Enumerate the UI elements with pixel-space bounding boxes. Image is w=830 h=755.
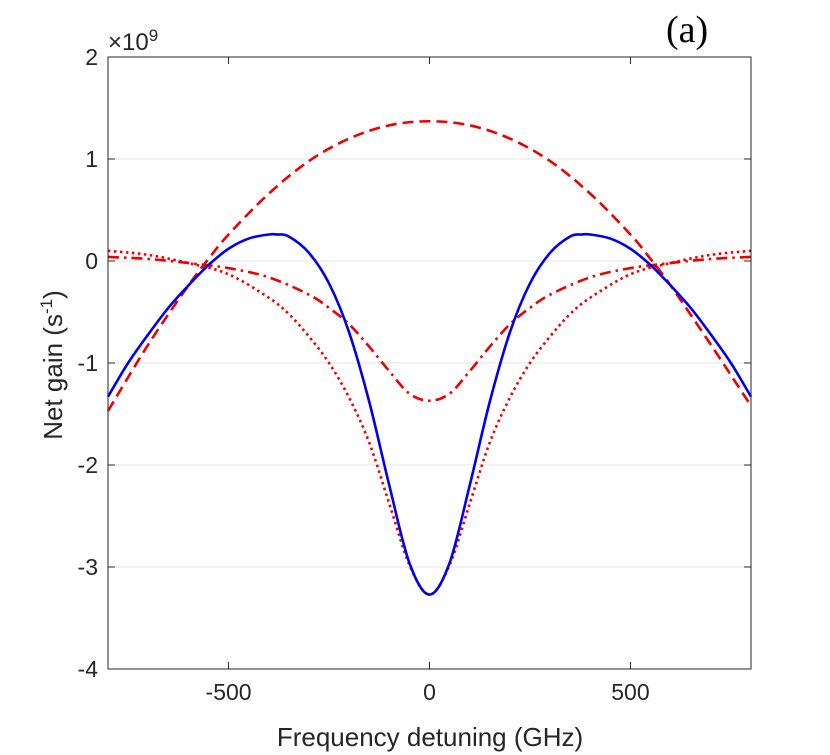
ticks: [108, 56, 751, 670]
series-line-dashed: [106, 119, 753, 412]
series-line-dotted: [107, 249, 752, 596]
series-group: [106, 119, 753, 596]
grid-lines: [108, 56, 751, 670]
series-line-dashdot: [107, 255, 752, 403]
y-tick-label-1: 1: [85, 146, 98, 172]
x-tick-label-0: -500: [206, 679, 252, 705]
y-tick-labels: 2 1 0 -1 -2 -3 -4: [78, 44, 99, 682]
y-exponent-base: ×10: [108, 29, 149, 56]
x-tick-label-1: 0: [423, 679, 436, 705]
y-exponent-power: 9: [149, 26, 158, 45]
y-tick-label-5: -3: [78, 554, 98, 580]
y-axis-label-sup: -1: [37, 299, 56, 314]
panel-label: (a): [666, 9, 708, 51]
y-tick-label-0: 2: [85, 44, 98, 70]
y-tick-label-2: 0: [85, 248, 98, 274]
y-axis-label-base: Net gain (s: [38, 314, 68, 440]
series-line-solid: [106, 232, 753, 596]
x-tick-label-2: 500: [611, 679, 649, 705]
y-tick-label-3: -1: [78, 350, 98, 376]
x-tick-labels: -500 0 500: [206, 679, 650, 705]
y-exponent-label: ×109: [108, 26, 158, 56]
y-axis-label-end: ): [38, 290, 68, 299]
y-axis-label: Net gain (s-1): [37, 290, 68, 440]
x-axis-label: Frequency detuning (GHz): [277, 722, 583, 752]
y-tick-label-4: -2: [78, 452, 98, 478]
y-tick-label-6: -4: [78, 656, 99, 682]
